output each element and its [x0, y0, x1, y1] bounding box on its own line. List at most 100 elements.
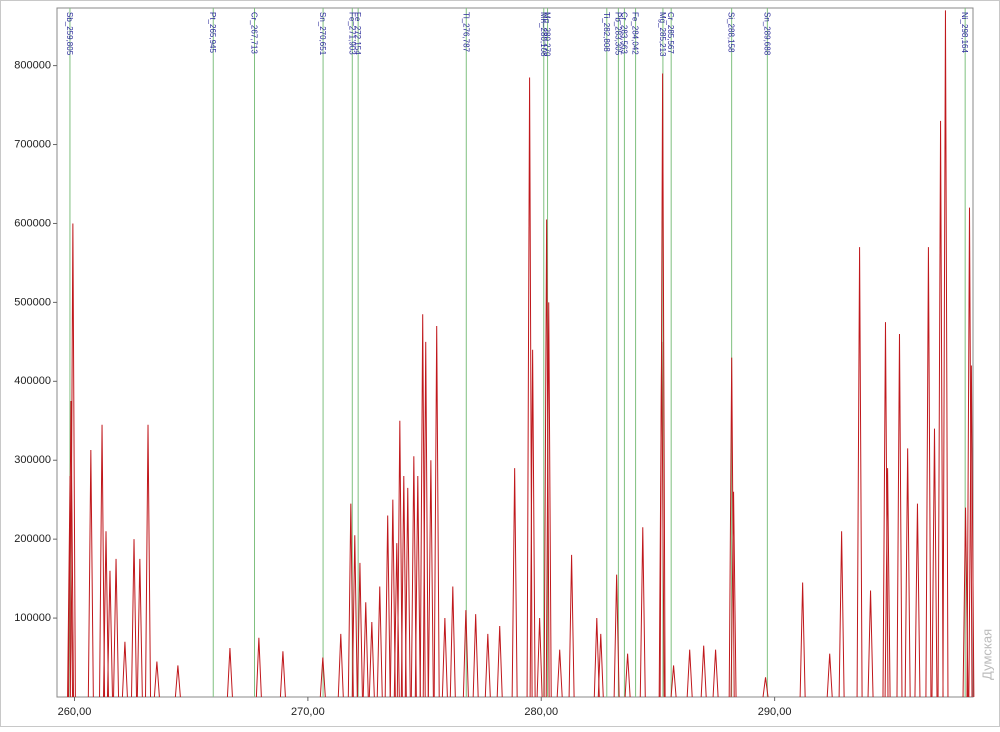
- element-label: Cr_285,567: [666, 12, 675, 54]
- y-tick-label: 400000: [14, 375, 51, 387]
- element-label: Fe_284,042: [631, 12, 640, 55]
- peak: [462, 610, 469, 698]
- peak: [351, 535, 358, 698]
- x-tick-label: 290,00: [758, 706, 792, 718]
- peak: [728, 357, 735, 698]
- peak: [400, 476, 407, 698]
- peak: [593, 618, 600, 698]
- peak: [639, 527, 646, 698]
- peak: [131, 539, 138, 698]
- peak: [536, 618, 543, 698]
- peak: [87, 449, 94, 698]
- element-label: Sb_259,805: [65, 12, 74, 56]
- element-label: Pt_265,945: [208, 12, 217, 53]
- peak: [838, 531, 845, 698]
- peak: [68, 401, 75, 698]
- peak: [441, 618, 448, 698]
- peak: [337, 633, 344, 698]
- peak: [255, 637, 262, 698]
- peak: [496, 625, 503, 698]
- element-label: Fe_271,903: [347, 12, 356, 55]
- y-tick-label: 500000: [14, 296, 51, 308]
- peak: [121, 641, 128, 698]
- peak: [99, 424, 106, 698]
- y-tick-label: 700000: [14, 138, 51, 150]
- element-label: Tl_276,787: [461, 12, 470, 53]
- peak: [69, 223, 76, 698]
- element-label: Mg_280,270: [543, 12, 552, 57]
- peak: [670, 665, 677, 698]
- peak: [856, 247, 863, 698]
- peak: [384, 515, 391, 698]
- peak: [925, 247, 932, 698]
- peak: [362, 602, 369, 698]
- peak: [226, 648, 233, 698]
- peak: [356, 562, 363, 698]
- peak: [422, 341, 429, 698]
- y-tick-label: 600000: [14, 217, 51, 229]
- peak: [904, 448, 911, 698]
- peak: [410, 456, 417, 698]
- peak: [882, 322, 889, 698]
- peak: [174, 665, 181, 698]
- peak: [914, 503, 921, 698]
- peak: [730, 491, 737, 698]
- y-tick-label: 100000: [14, 612, 51, 624]
- peak: [113, 558, 120, 698]
- peak: [966, 207, 973, 698]
- element-label: Mg_285,213: [658, 12, 667, 57]
- y-tick-label: 300000: [14, 454, 51, 466]
- peak: [389, 499, 396, 698]
- peak: [368, 622, 375, 698]
- element-label: Mn_280,108: [539, 12, 548, 57]
- peak: [931, 428, 938, 698]
- peak: [511, 468, 518, 698]
- peak: [376, 586, 383, 698]
- peak: [106, 570, 113, 698]
- peak: [712, 649, 719, 698]
- peak: [799, 582, 806, 698]
- peak: [884, 468, 891, 698]
- plot-area: [56, 7, 974, 698]
- peak: [543, 219, 550, 698]
- element-label: Si_288,158: [727, 12, 736, 53]
- element-label: Cr_283,563: [619, 12, 628, 54]
- peak: [404, 487, 411, 698]
- peak: [556, 649, 563, 698]
- element-label: Ti_282,808: [602, 12, 611, 52]
- element-label: Cr_267,713: [250, 12, 259, 54]
- peak: [103, 531, 110, 698]
- peak: [613, 574, 620, 698]
- element-label: Sn_289,688: [762, 12, 771, 56]
- peak: [427, 460, 434, 698]
- peak: [826, 653, 833, 698]
- peak: [347, 503, 354, 698]
- peak: [319, 657, 326, 698]
- peak: [414, 476, 421, 698]
- peak: [449, 586, 456, 698]
- peak: [867, 590, 874, 698]
- x-tick-label: 280,00: [524, 706, 558, 718]
- element-label: Sn_270,651: [318, 12, 327, 56]
- peak: [153, 661, 160, 698]
- peak: [659, 73, 666, 698]
- peak: [136, 558, 143, 698]
- peak: [484, 633, 491, 698]
- peak: [762, 677, 769, 698]
- peak: [624, 653, 631, 698]
- peak: [597, 633, 604, 698]
- x-tick-label: 260,00: [58, 706, 92, 718]
- peak: [529, 349, 536, 698]
- x-tick-label: 270,00: [291, 706, 325, 718]
- peak: [396, 420, 403, 698]
- y-tick-label: 800000: [14, 60, 51, 72]
- element-label: Fe_272,154: [353, 12, 362, 55]
- peak: [686, 649, 693, 698]
- peak: [545, 302, 552, 698]
- element-label: Pb_283,305: [613, 12, 622, 56]
- watermark: Думская: [979, 629, 994, 680]
- element-label: Ni_298,164: [960, 12, 969, 53]
- peak: [568, 554, 575, 698]
